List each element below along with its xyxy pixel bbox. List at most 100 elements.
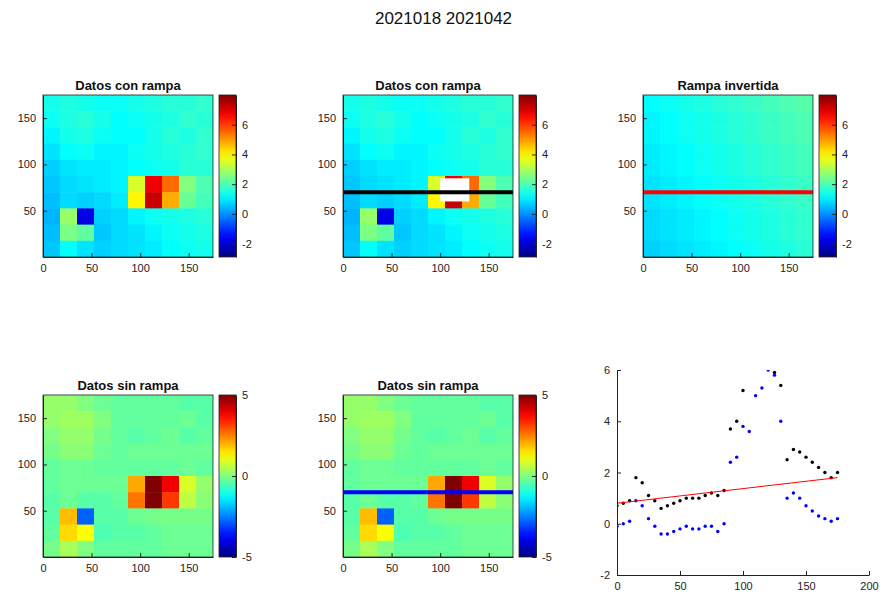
tick-mark	[440, 553, 441, 557]
tick-label: 150	[618, 112, 636, 124]
heatmap-cell	[128, 411, 146, 428]
heatmap-cell	[462, 160, 480, 177]
tick-mark	[532, 184, 536, 185]
heatmap-cell	[343, 411, 361, 428]
heatmap-cell	[94, 395, 112, 412]
tick-mark	[140, 553, 141, 557]
tick-mark	[832, 125, 836, 126]
heatmap-cell	[128, 241, 146, 257]
heatmap-cell	[428, 225, 446, 242]
heatmap-cell	[377, 95, 395, 112]
heatmap-cell	[462, 225, 480, 242]
tick: 150	[618, 112, 647, 124]
heatmap-cell	[94, 427, 112, 444]
heatmap-cell	[428, 208, 446, 225]
heatmap-cell	[94, 225, 112, 242]
tick: 100	[131, 553, 149, 574]
heatmap-cell	[94, 525, 112, 542]
profile-line	[343, 190, 513, 194]
heatmap-cell	[479, 508, 497, 525]
tick-label: 50	[324, 505, 336, 517]
heatmap-cell	[462, 411, 480, 428]
heatmap-cell	[145, 411, 163, 428]
heatmap-cell	[179, 192, 197, 209]
tick-mark	[806, 571, 807, 575]
heatmap-cell	[377, 476, 395, 493]
heatmap-cell	[111, 492, 129, 509]
point	[785, 458, 788, 461]
tick: 4	[832, 148, 848, 160]
heatmap-cell	[196, 111, 213, 128]
point	[754, 394, 757, 397]
tick-label: -2	[842, 238, 852, 250]
tick-mark	[489, 253, 490, 257]
heatmap-cell	[111, 241, 129, 257]
axis-line	[643, 96, 644, 258]
tick-mark	[643, 164, 647, 165]
point	[672, 502, 675, 505]
tick-label: 100	[131, 562, 149, 574]
heatmap-cell	[162, 241, 180, 257]
heatmap-cell	[394, 225, 412, 242]
heatmap-cell	[377, 395, 395, 412]
point	[678, 499, 681, 502]
heatmap-cell	[462, 427, 480, 444]
tick: 6	[532, 119, 548, 131]
axis-line	[44, 257, 214, 258]
heatmap-cell	[60, 95, 78, 112]
heatmap-cell	[445, 411, 463, 428]
plot-frame	[43, 395, 213, 557]
heatmap-cell	[711, 192, 729, 209]
heatmap-cell	[677, 192, 695, 209]
heatmap-cell	[496, 95, 513, 112]
axis-line	[644, 257, 814, 258]
heatmap-cell	[94, 241, 112, 257]
heatmap-cell	[377, 176, 395, 193]
point	[622, 522, 625, 525]
heatmap-cell	[145, 492, 163, 509]
heatmap-cell	[77, 476, 95, 493]
heatmap-cell	[411, 95, 429, 112]
heatmap-cell	[360, 208, 378, 225]
heatmap-cell	[445, 444, 463, 461]
tick: 6	[232, 119, 248, 131]
heatmap-cell	[411, 541, 429, 557]
heatmap-cell	[411, 127, 429, 144]
heatmap-cell	[462, 525, 480, 542]
heatmap-cell	[43, 411, 61, 428]
heatmap-cell	[196, 427, 213, 444]
point	[659, 507, 662, 510]
heatmap-cell	[179, 427, 197, 444]
heatmap-cell	[145, 476, 163, 493]
heatmap-cell	[496, 541, 513, 557]
heatmap-cell	[462, 241, 480, 257]
heatmap-cell	[111, 144, 129, 161]
axis: -20246	[232, 96, 252, 258]
heatmap-cell	[145, 395, 163, 412]
tick-label: 150	[797, 580, 815, 592]
heatmap-cell	[94, 444, 112, 461]
heatmap-cell	[394, 460, 412, 477]
heatmap-cell	[643, 95, 661, 112]
heatmap-cell	[196, 541, 213, 557]
tick: 6	[832, 119, 848, 131]
tick-label: 2	[842, 178, 848, 190]
heatmap-cell	[694, 144, 712, 161]
heatmap-cell	[428, 111, 446, 128]
tick-label: 150	[180, 562, 198, 574]
heatmap-cell	[394, 111, 412, 128]
point	[823, 517, 826, 520]
heatmap-cell	[394, 395, 412, 412]
heatmap-cell	[111, 160, 129, 177]
tick: 5	[232, 389, 248, 401]
heatmap-cell	[745, 144, 763, 161]
heatmap-cell	[660, 225, 678, 242]
tick: 2	[532, 178, 548, 190]
tick-mark	[43, 418, 47, 419]
heatmap-cell	[428, 395, 446, 412]
tick: 0	[604, 518, 621, 530]
tick-mark	[232, 476, 236, 477]
tick: 100	[18, 158, 47, 170]
axis-line	[343, 96, 344, 258]
heatmap-cell	[43, 192, 61, 209]
